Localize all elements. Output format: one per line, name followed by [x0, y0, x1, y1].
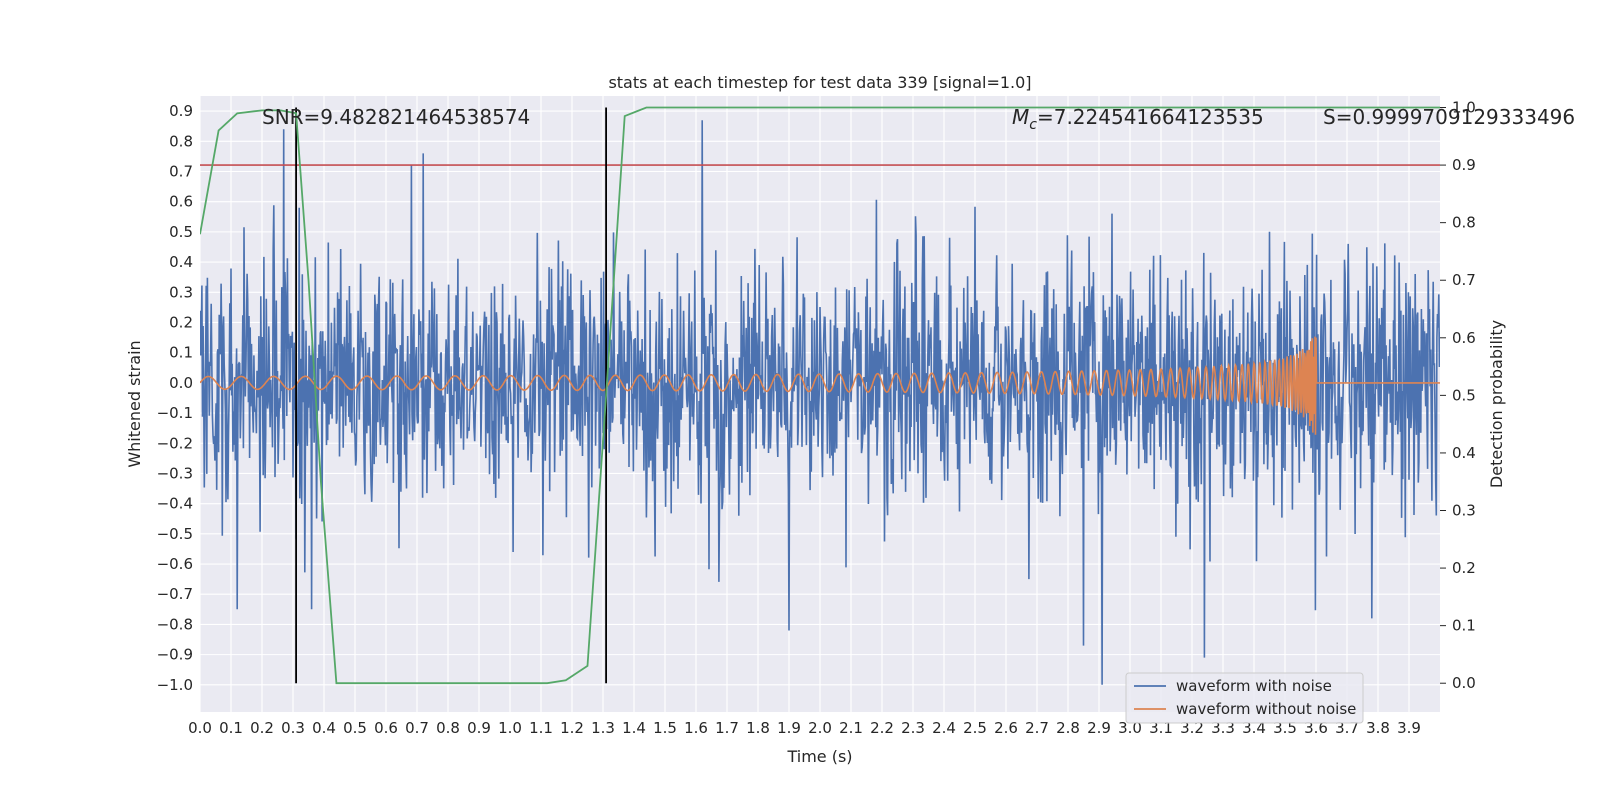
- y2-tick-label: 0.1: [1452, 617, 1476, 635]
- y-tick-label: −0.8: [157, 615, 193, 633]
- mc-value: =7.224541664123535: [1037, 105, 1264, 129]
- chart-title: stats at each timestep for test data 339…: [608, 73, 1031, 92]
- y2-tick-labels: 1.0 0.9 0.8 0.7 0.6 0.5 0.4 0.3 0.2 0.1 0.0: [1440, 99, 1476, 692]
- y-tick-label: 0.1: [169, 344, 193, 362]
- y2-axis-label: Detection probability: [1487, 320, 1506, 488]
- y2-tick-label: 0.5: [1452, 386, 1476, 404]
- y-tick-label: −0.6: [157, 555, 193, 573]
- x-tick-label: 2.3: [901, 719, 925, 737]
- y2-tick-label: 0.3: [1452, 502, 1476, 520]
- legend: waveform with noise waveform without noi…: [1125, 672, 1364, 724]
- y-tick-label: 0.9: [169, 102, 193, 120]
- y-tick-label: −0.1: [157, 404, 193, 422]
- x-tick-label: 1.5: [653, 719, 677, 737]
- x-tick-label: 2.8: [1056, 719, 1080, 737]
- x-tick-label: 0.2: [250, 719, 274, 737]
- legend-box: [1125, 672, 1364, 724]
- x-tick-label: 1.0: [498, 719, 522, 737]
- y2-tick-label: 0.4: [1452, 444, 1476, 462]
- x-tick-label: 1.6: [684, 719, 708, 737]
- x-tick-label: 1.9: [777, 719, 801, 737]
- y-tick-label: 0.6: [169, 193, 193, 211]
- y-tick-label: −0.3: [157, 464, 193, 482]
- y-tick-label: −0.9: [157, 646, 193, 664]
- y-axis-label: Whitened strain: [125, 340, 144, 467]
- x-tick-label: 0.0: [188, 719, 212, 737]
- x-tick-label: 1.1: [529, 719, 553, 737]
- y-tick-label: −0.7: [157, 585, 193, 603]
- x-tick-label: 0.3: [281, 719, 305, 737]
- y-tick-label: 0.0: [169, 374, 193, 392]
- y-tick-label: 0.7: [169, 162, 193, 180]
- y-tick-label: −0.4: [157, 495, 193, 513]
- x-tick-label: 1.2: [560, 719, 584, 737]
- y-tick-label: −1.0: [157, 676, 193, 694]
- y2-tick-label: 1.0: [1452, 99, 1476, 117]
- y-tick-labels: 0.9 0.8 0.7 0.6 0.5 0.4 0.3 0.2 0.1 0.0 −0.1 −0.2 −0…: [157, 102, 193, 694]
- x-tick-label: 2.0: [808, 719, 832, 737]
- legend-label-noise: waveform with noise: [1176, 677, 1332, 695]
- x-tick-label: 0.6: [374, 719, 398, 737]
- y-tick-label: 0.4: [169, 253, 193, 271]
- mc-symbol: M: [1012, 105, 1029, 129]
- x-tick-label: 0.7: [405, 719, 429, 737]
- y2-tick-label: 0.2: [1452, 559, 1476, 577]
- x-tick-label: 0.8: [436, 719, 460, 737]
- s-annotation: S=0.9999709129333496: [1323, 105, 1575, 129]
- y2-tick-label: 0.0: [1452, 674, 1476, 692]
- y-tick-label: 0.8: [169, 132, 193, 150]
- y2-tick-label: 0.8: [1452, 214, 1476, 232]
- x-tick-label: 1.3: [591, 719, 615, 737]
- x-tick-label: 2.7: [1025, 719, 1049, 737]
- x-tick-label: 0.4: [312, 719, 336, 737]
- x-tick-label: 2.9: [1087, 719, 1111, 737]
- series-waveform-with-noise: [200, 120, 1440, 685]
- x-tick-label: 2.4: [932, 719, 956, 737]
- mc-subscript: c: [1029, 117, 1037, 133]
- x-axis-label: Time (s): [786, 747, 852, 766]
- x-tick-label: 3.9: [1397, 719, 1421, 737]
- series-detection-probability: [200, 106, 1440, 685]
- x-tick-label: 1.4: [622, 719, 646, 737]
- x-tick-label: 2.2: [870, 719, 894, 737]
- x-tick-label: 2.1: [839, 719, 863, 737]
- x-tick-label: 2.5: [963, 719, 987, 737]
- x-tick-label: 0.1: [219, 719, 243, 737]
- snr-annotation: SNR=9.482821464538574: [262, 105, 530, 129]
- legend-label-clean: waveform without noise: [1176, 700, 1356, 718]
- y2-tick-label: 0.9: [1452, 156, 1476, 174]
- x-tick-label: 0.9: [467, 719, 491, 737]
- x-tick-label: 0.5: [343, 719, 367, 737]
- mc-annotation: Mc=7.224541664123535: [1012, 105, 1264, 133]
- y-tick-label: −0.5: [157, 525, 193, 543]
- y-tick-label: 0.3: [169, 283, 193, 301]
- y-tick-label: −0.2: [157, 434, 193, 452]
- y-tick-label: 0.5: [169, 223, 193, 241]
- y2-tick-label: 0.7: [1452, 271, 1476, 289]
- x-tick-label: 2.6: [994, 719, 1018, 737]
- y-tick-label: 0.2: [169, 313, 193, 331]
- x-tick-label: 3.8: [1366, 719, 1390, 737]
- x-tick-label: 1.8: [746, 719, 770, 737]
- x-tick-label: 1.7: [715, 719, 739, 737]
- y2-tick-label: 0.6: [1452, 329, 1476, 347]
- series-waveform-without-noise: [200, 336, 1440, 435]
